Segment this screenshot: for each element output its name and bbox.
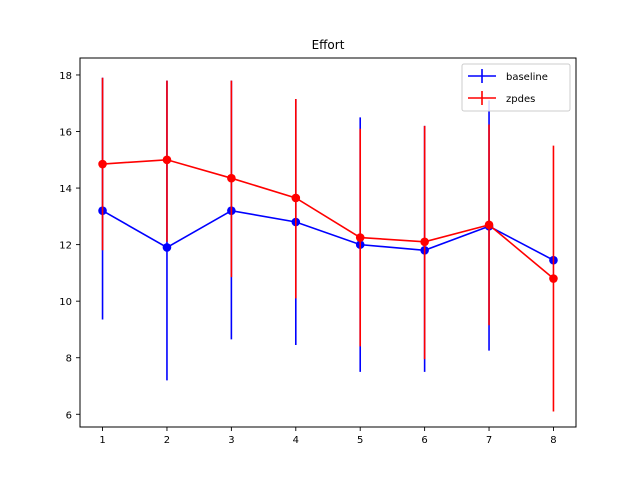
data-point-zpdes-6 bbox=[420, 237, 429, 247]
data-point-zpdes-7 bbox=[484, 220, 494, 230]
x-tick-label-5: 5 bbox=[357, 435, 363, 446]
data-point-zpdes-2 bbox=[162, 155, 172, 165]
y-tick-label-16: 16 bbox=[59, 128, 72, 139]
y-tick-label-8: 8 bbox=[66, 354, 72, 365]
data-point-zpdes-3 bbox=[227, 173, 236, 183]
data-point-zpdes-4 bbox=[291, 193, 301, 203]
data-point-zpdes-5 bbox=[355, 233, 365, 242]
data-point-zpdes-1 bbox=[98, 159, 107, 169]
chart-title: Effort bbox=[312, 38, 345, 52]
x-tick-label-2: 2 bbox=[164, 435, 170, 446]
y-tick-label-18: 18 bbox=[59, 71, 72, 82]
data-point-baseline-2 bbox=[162, 243, 172, 252]
x-tick-label-1: 1 bbox=[99, 435, 105, 446]
plot-area bbox=[98, 77, 558, 412]
y-tick-label-6: 6 bbox=[66, 410, 72, 421]
x-tick-label-6: 6 bbox=[421, 435, 427, 446]
data-point-zpdes-8 bbox=[549, 274, 558, 283]
legend-label-zpdes: zpdes bbox=[506, 94, 535, 105]
legend: baseline zpdes bbox=[461, 63, 571, 112]
x-tick-label-8: 8 bbox=[550, 435, 556, 446]
plot-frame bbox=[79, 57, 577, 428]
series-line-zpdes bbox=[102, 158, 554, 280]
x-tick-label-3: 3 bbox=[228, 435, 234, 446]
series-zpdes bbox=[98, 77, 558, 412]
series-line-baseline bbox=[102, 209, 554, 261]
y-tick-label-12: 12 bbox=[59, 241, 72, 252]
legend-label-baseline: baseline bbox=[506, 72, 548, 83]
x-tick-label-7: 7 bbox=[486, 435, 492, 446]
x-tick-label-4: 4 bbox=[293, 435, 299, 446]
y-tick-label-10: 10 bbox=[59, 297, 72, 308]
y-tick-label-14: 14 bbox=[59, 184, 72, 195]
